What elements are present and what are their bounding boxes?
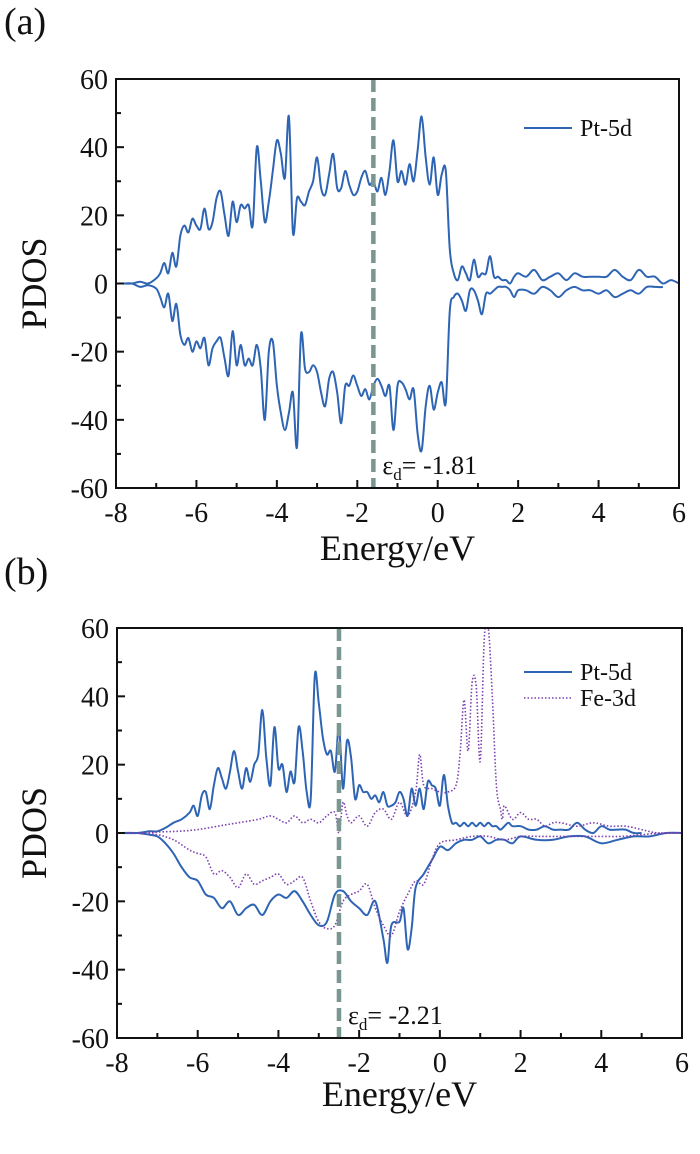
x-tick-label: -4 <box>267 1048 290 1079</box>
x-axis-title: Energy/eV <box>322 1074 477 1114</box>
x-tick-label: -2 <box>347 1048 370 1079</box>
x-tick-label: 6 <box>675 1048 689 1079</box>
d-band-center-value: = -2.21 <box>367 1001 442 1030</box>
y-tick-label: 0 <box>94 270 108 301</box>
y-tick-label: -40 <box>71 406 108 437</box>
y-tick-label: 60 <box>81 614 109 645</box>
series-line-fe-3d-spin-down <box>117 832 682 937</box>
y-tick-label: 20 <box>81 751 109 782</box>
x-tick-label: -4 <box>265 498 288 529</box>
x-tick-label: -2 <box>346 498 369 529</box>
legend-label-fe-3d: Fe-3d <box>580 686 636 712</box>
legend-label-pt-5d: Pt-5d <box>580 660 632 686</box>
d-band-center-label: εd= -2.21 <box>348 1001 443 1034</box>
series-group <box>116 115 679 453</box>
panel-b: (b)εd= -2.21-8 -6 -4 -2 0 2 4 6-60-40-200204060… <box>4 551 689 1114</box>
y-tick-label: 40 <box>81 682 109 713</box>
series-group <box>117 627 682 964</box>
x-tick-label: 0 <box>431 498 445 529</box>
y-tick-label: -20 <box>72 887 109 918</box>
y-tick-label: -60 <box>72 1024 109 1055</box>
x-tick-label: -6 <box>186 1048 209 1079</box>
panel-a: (a)εd= -1.81-8 -6 -4 -2 0 2 4 6-60-40-200204060… <box>4 1 686 568</box>
panel-label: (b) <box>4 551 48 593</box>
panel-label: (a) <box>4 1 46 43</box>
series-line-pt-5d-spin-up <box>117 670 642 835</box>
x-tick-label: -8 <box>105 1048 128 1079</box>
y-tick-label: 60 <box>80 65 108 96</box>
epsilon-symbol: ε <box>382 451 393 480</box>
legend-label-pt-5d: Pt-5d <box>580 116 632 142</box>
epsilon-symbol: ε <box>348 1001 359 1030</box>
epsilon-subscript: d <box>393 465 402 484</box>
x-tick-label: 4 <box>594 1048 608 1079</box>
y-tick-label: -40 <box>72 956 109 987</box>
series-line-fe-3d-spin-up <box>117 627 682 835</box>
x-tick-label: 2 <box>511 498 525 529</box>
x-tick-label: 6 <box>672 498 686 529</box>
series-line-pt-5d-spin-down <box>117 831 682 964</box>
y-tick-label: 0 <box>95 819 109 850</box>
x-tick-label: 0 <box>433 1048 447 1079</box>
x-tick-label: 4 <box>592 498 606 529</box>
x-axis-title: Energy/eV <box>320 528 475 568</box>
series-line-pt-5d-spin-down <box>116 282 664 453</box>
y-tick-label: -20 <box>71 338 108 369</box>
epsilon-subscript: d <box>359 1015 368 1034</box>
y-axis-title: PDOS <box>14 787 54 879</box>
x-tick-label: -8 <box>104 498 127 529</box>
y-tick-label: 20 <box>80 201 108 232</box>
series-line-pt-5d-spin-up <box>116 115 679 285</box>
y-axis-title: PDOS <box>14 237 54 329</box>
x-tick-label: -6 <box>185 498 208 529</box>
x-tick-label: 2 <box>514 1048 528 1079</box>
y-tick-label: -60 <box>71 474 108 505</box>
y-tick-label: 40 <box>80 133 108 164</box>
d-band-center-value: = -1.81 <box>402 451 477 480</box>
d-band-center-label: εd= -1.81 <box>382 451 477 484</box>
